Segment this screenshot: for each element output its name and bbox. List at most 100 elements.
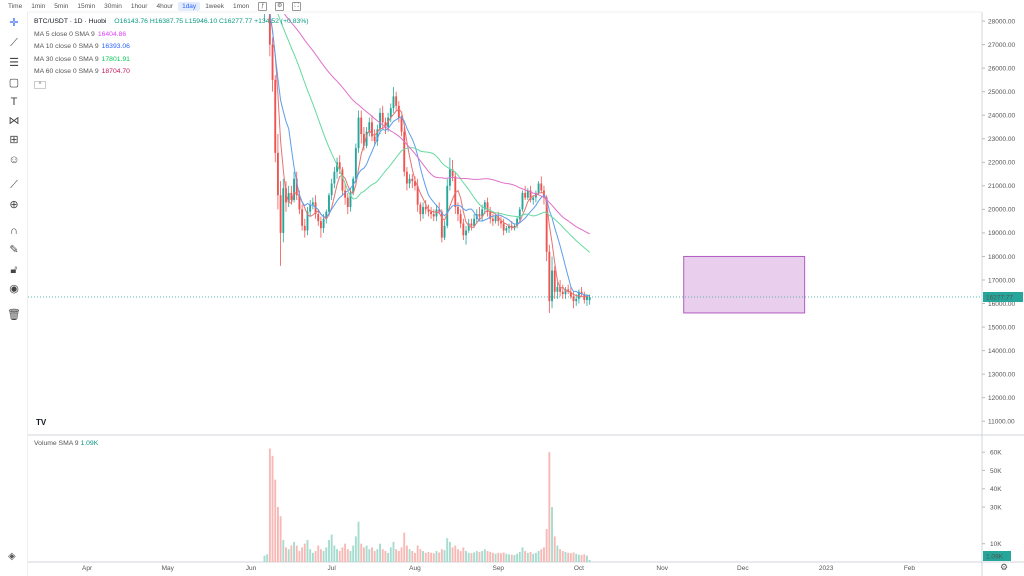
time-axis-label: 2023 bbox=[819, 565, 834, 572]
text-icon[interactable]: T bbox=[10, 96, 18, 108]
candle-body bbox=[311, 202, 314, 205]
candle-body bbox=[405, 171, 408, 184]
volume-bar bbox=[317, 545, 320, 562]
candle-body bbox=[524, 192, 527, 198]
candle-body bbox=[424, 207, 427, 210]
price-tick-label: 23000.00 bbox=[988, 136, 1015, 143]
tf-15min[interactable]: 15min bbox=[77, 2, 96, 10]
tf-1mon[interactable]: 1mon bbox=[232, 2, 250, 10]
trendline-icon[interactable]: ⟋ bbox=[10, 37, 18, 49]
symbol-title[interactable]: BTC/USDT · 1D · Huobi bbox=[34, 18, 107, 25]
last-price-badge bbox=[983, 291, 1023, 302]
tf-5min[interactable]: 5min bbox=[54, 2, 69, 10]
layers-icon[interactable]: ◈ bbox=[8, 551, 16, 562]
volume-bar bbox=[266, 554, 269, 562]
tf-1hour[interactable]: 1hour bbox=[130, 2, 148, 10]
candle-body bbox=[419, 204, 422, 215]
indicator-label: MA 5 close 0 SMA 9 bbox=[34, 30, 95, 38]
eye-icon[interactable]: ◉ bbox=[9, 283, 19, 295]
volume-bar bbox=[494, 553, 497, 562]
rectangle-icon[interactable]: ▢ bbox=[8, 77, 20, 89]
volume-bar bbox=[325, 547, 328, 562]
chart-legend: BTC/USDT · 1D · Huobi O16143.76 H16387.7… bbox=[34, 16, 309, 92]
tf-4hour[interactable]: 4hour bbox=[156, 2, 174, 10]
indicators-icon[interactable]: ƒ bbox=[258, 1, 268, 11]
time-axis-label: Sep bbox=[492, 565, 504, 572]
candle-body bbox=[575, 298, 578, 302]
volume-bar bbox=[491, 552, 494, 562]
candle-body bbox=[325, 211, 328, 219]
indicator-ma10[interactable]: MA 10 close 0 SMA 9 16393.06 bbox=[34, 41, 309, 54]
price-tick-label: 24000.00 bbox=[988, 113, 1015, 120]
candle-body bbox=[451, 169, 454, 177]
candle-body bbox=[392, 96, 395, 109]
volume-bar bbox=[349, 551, 352, 562]
price-tick-label: 27000.00 bbox=[988, 42, 1015, 49]
volume-bar bbox=[303, 543, 306, 562]
tf-1min[interactable]: 1min bbox=[31, 2, 46, 10]
price-tick-label: 17000.00 bbox=[988, 277, 1015, 284]
volume-legend[interactable]: Volume SMA 9 1.09K bbox=[34, 440, 98, 447]
volume-bar bbox=[524, 551, 527, 562]
tf-1day[interactable]: 1day bbox=[178, 1, 201, 11]
price-tick-label: 15000.00 bbox=[988, 324, 1015, 331]
price-tick-label: 19000.00 bbox=[988, 230, 1015, 237]
crosshair-icon[interactable]: ✛ bbox=[9, 17, 19, 29]
volume-bar bbox=[306, 540, 309, 562]
candle-body bbox=[483, 202, 486, 210]
lock-draw-icon[interactable]: ✎ bbox=[9, 244, 19, 256]
symbol-row: BTC/USDT · 1D · Huobi O16143.76 H16387.7… bbox=[34, 16, 309, 29]
ruler-icon[interactable]: ⟋ bbox=[10, 179, 18, 191]
volume-bar bbox=[314, 551, 317, 562]
candle-body bbox=[368, 122, 371, 132]
volume-bar bbox=[360, 543, 363, 562]
volume-bar bbox=[475, 551, 478, 562]
volume-bar bbox=[561, 551, 564, 562]
trash-icon[interactable]: 🗑︎ bbox=[7, 309, 21, 321]
volume-bar bbox=[465, 551, 467, 562]
gear-icon[interactable]: ⚙ bbox=[1000, 562, 1009, 572]
tf-30min[interactable]: 30min bbox=[104, 2, 122, 10]
tf-1week[interactable]: 1week bbox=[205, 2, 224, 10]
volume-bar bbox=[569, 553, 572, 562]
candle-body bbox=[301, 209, 304, 226]
pattern-icon[interactable]: ⋈ bbox=[8, 115, 20, 127]
fib-icon[interactable]: ☰ bbox=[9, 57, 19, 69]
volume-bar bbox=[457, 549, 459, 562]
volume-bars bbox=[263, 448, 591, 562]
volume-bar bbox=[414, 552, 416, 562]
volume-bar bbox=[333, 545, 336, 562]
volume-bar bbox=[451, 547, 454, 562]
emoji-icon[interactable]: ☺ bbox=[8, 154, 20, 166]
lock-icon[interactable]: 🔓︎ bbox=[10, 264, 18, 276]
candle-body bbox=[556, 287, 559, 292]
volume-bar bbox=[341, 547, 344, 562]
volume-bar bbox=[276, 507, 279, 562]
candle-body bbox=[494, 216, 497, 222]
zoom-icon[interactable]: ⊕ bbox=[9, 199, 19, 211]
candle-body bbox=[478, 214, 481, 217]
indicator-ma5[interactable]: MA 5 close 0 SMA 9 16404.86 bbox=[34, 29, 309, 42]
indicator-value: 18704.70 bbox=[101, 68, 130, 76]
volume-bar bbox=[481, 551, 484, 562]
candle-body bbox=[298, 195, 301, 210]
candle-body bbox=[389, 108, 392, 118]
candle-body bbox=[508, 225, 510, 229]
volume-bar bbox=[387, 552, 390, 562]
volume-bar bbox=[473, 552, 476, 562]
collapse-legend-button[interactable]: ^ bbox=[34, 80, 46, 89]
fullscreen-icon[interactable]: ⛶ bbox=[292, 1, 302, 11]
volume-label: Volume SMA 9 bbox=[34, 440, 79, 447]
price-tick-label: 26000.00 bbox=[988, 65, 1015, 72]
settings-icon[interactable]: ⚙ bbox=[275, 1, 285, 11]
tf-time[interactable]: Time bbox=[8, 2, 23, 10]
magnet-icon[interactable]: ∩ bbox=[10, 225, 18, 237]
volume-bar bbox=[274, 479, 277, 562]
candle-body bbox=[362, 134, 365, 146]
candle-body bbox=[518, 209, 521, 219]
indicator-ma30[interactable]: MA 30 close 0 SMA 9 17801.91 bbox=[34, 54, 309, 67]
indicator-ma60[interactable]: MA 60 close 0 SMA 9 18704.70 bbox=[34, 66, 309, 79]
volume-bar bbox=[588, 560, 591, 562]
forecast-icon[interactable]: ⊞ bbox=[9, 134, 19, 146]
